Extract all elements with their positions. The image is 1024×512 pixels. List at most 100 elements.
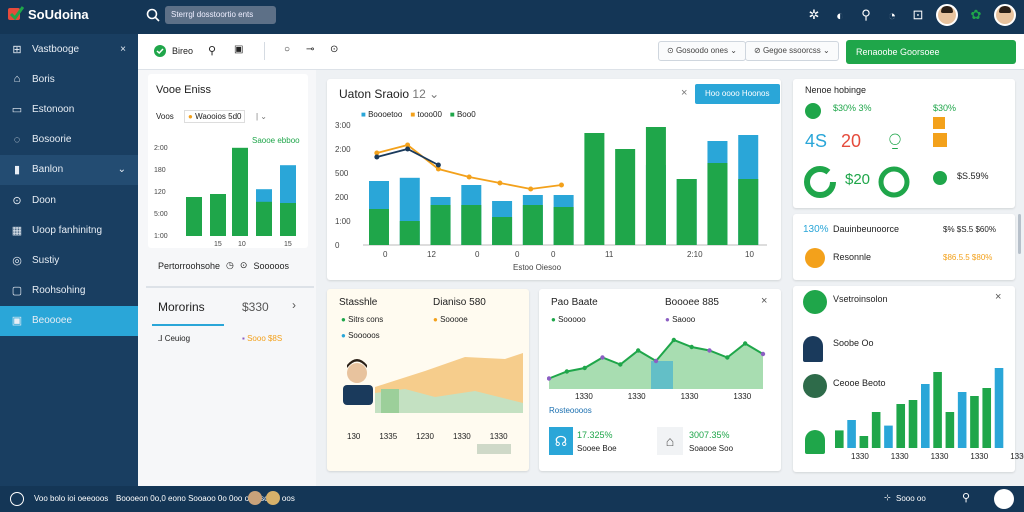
sidebar-item-2[interactable]: ⌂ Boris [0,64,138,94]
x-tick: 10 [238,241,246,248]
notification-icon[interactable]: ✿ [970,7,982,22]
search-icon[interactable]: ⚲ [962,492,971,504]
row2-label: Resonnle [833,252,872,262]
bar-green [707,163,728,245]
link-icon[interactable]: ⊸ [306,44,315,55]
line-area-chart [547,337,766,389]
mini-row-value[interactable]: ● Waooios 5d0 [184,110,246,123]
dark-line-point [435,162,441,168]
settings-icon[interactable]: ✲ [808,7,820,22]
sidebar-item-4[interactable]: ◌ Bosoorie [0,125,138,155]
user-avatar-2[interactable] [994,4,1016,26]
area-legend-2-text: Sooooe [440,315,468,324]
mini-bar-green [232,147,248,236]
person-body [343,385,373,405]
chevron-right-icon[interactable]: › [292,298,296,312]
filter-dropdown-2[interactable]: ⊘ Gegoe ssoorcss ⌄ [745,41,839,61]
filter-dropdown-1[interactable]: ⊙ Gosoodo ones ⌄ [658,41,746,61]
chevron-down-icon[interactable]: ⌄ [117,164,126,176]
right-bar [933,372,942,448]
bottom-left-text: Voo bolo ioi oeeooos [34,494,109,503]
github-icon[interactable] [10,492,24,506]
legend-item-1: ■ Boooetoo [361,110,403,119]
line-point [725,355,730,360]
camera-icon[interactable]: ⊡ [912,7,924,22]
search-top-icon[interactable]: ⚲ [861,7,871,22]
search-icon[interactable] [146,8,160,25]
y-tick: 200 [335,193,349,202]
line-point [689,344,694,350]
sidebar-item-5[interactable]: ▮ Banlon ⌄ [0,154,138,185]
help-icon[interactable]: ◔ [888,7,896,23]
stat1-label: Sooee Boe [577,444,617,453]
person-avatar-3 [805,430,825,454]
chat-icon: ◌ [13,133,21,146]
scrollbar[interactable] [1018,214,1021,254]
row1-label: Dauinbeunoorce [833,224,900,234]
attach-icon[interactable]: ⊙ [330,44,339,55]
main-chart-card: Uaton Sraoio 12 ⌄ × Hoo oooo Hoonos ■ Bo… [327,79,781,280]
line-legend-2-text: Saooo [672,315,696,324]
main-chart-title-text: Uaton Sraoio [339,87,410,101]
metric-sub: ⅃ Ceuiog [158,334,191,343]
sidebar-item-label: Doon [32,194,56,206]
line-point [635,348,641,353]
search-badge-icon: ⍜ [889,129,901,151]
orange-line-point [497,180,503,186]
area-card-title2: Dianiso 580 [433,297,486,308]
sidebar-item-1[interactable]: ⊞ Vastbooge × [0,34,138,64]
calendar-icon[interactable]: ▣ [234,44,244,55]
area-legend-3: ● Sooooos [341,331,380,340]
circle-icon[interactable]: ○ [284,44,291,55]
power-icon[interactable]: ◐ [836,7,844,23]
app-logo[interactable]: SoUdoina [8,6,89,22]
primary-action-button[interactable]: Renaoobe Goorsoee [846,40,1016,64]
line-point [760,351,766,357]
line-card-title2: Boooee 885 [665,297,719,308]
tab-home[interactable]: Bireo [154,45,193,57]
main-chart-button[interactable]: Hoo oooo Hoonos [695,84,780,104]
line-footer: Rosteoooos [549,406,592,415]
right-bar [994,368,1004,448]
chevron-down-icon[interactable]: ⌄ [429,87,440,101]
share-icon[interactable]: ⊹ [884,493,891,502]
area-legend-1: ● Sitrs cons [341,315,384,324]
x-tick: 1330 [890,452,909,461]
user-avatar[interactable] [994,489,1014,509]
primary-action-label: Renaoobe Goorsoee [856,47,940,57]
dark-line-point [405,146,411,152]
right-list-card: 130% Dauinbeunoorce $% $S.5 $60% Resonnl… [793,214,1015,280]
sidebar-item-6[interactable]: ⊙ Doon [0,185,138,215]
sidebar-item-10[interactable]: ▣ Beoooee [0,305,138,336]
bottom-mid-text: Boooeon 0o,0 eono Sooaoo 0o 0oo oo oso o… [116,494,295,503]
line-point [547,376,552,381]
sidebar-item-8[interactable]: ◎ Sustiy [0,245,138,275]
x-tick: 1330 [575,392,593,401]
area-green [375,389,523,413]
close-icon[interactable]: × [761,295,768,307]
close-icon[interactable]: × [995,291,1002,303]
dark-line-point [374,154,380,160]
right-bar [945,412,955,448]
check-icon [805,103,821,119]
user-avatar[interactable] [936,4,958,26]
area-chart [343,353,523,413]
stat-e: $S.59% [957,171,989,181]
sidebar-item-9[interactable]: ▢ Roohsohing [0,276,138,306]
line-point [707,348,712,353]
line-point [653,358,659,364]
area-slider[interactable] [477,444,511,454]
line-card-title: Pao Baate [551,297,598,308]
search-input[interactable]: Sterrgl dosstoortio ents [165,6,276,24]
close-icon[interactable]: × [681,87,688,99]
stat-d: 20 [841,131,862,151]
close-sidebar-icon[interactable]: × [120,43,126,55]
mini-dropdown[interactable]: | ⌄ [256,112,268,121]
area-legend-3-text: Sooooos [348,331,380,340]
ring-icon [878,166,910,198]
main-legend: ■ Boooetoo ■ tooo00 ■ Boo0 [361,110,476,119]
sidebar-item-7[interactable]: ▦ Uoop fanhinitng [0,215,138,245]
filter1-label: Gosoodo ones [675,46,728,55]
search-icon[interactable]: ⚲ [208,45,217,57]
sidebar-item-3[interactable]: ▭ Estonoon [0,94,138,124]
